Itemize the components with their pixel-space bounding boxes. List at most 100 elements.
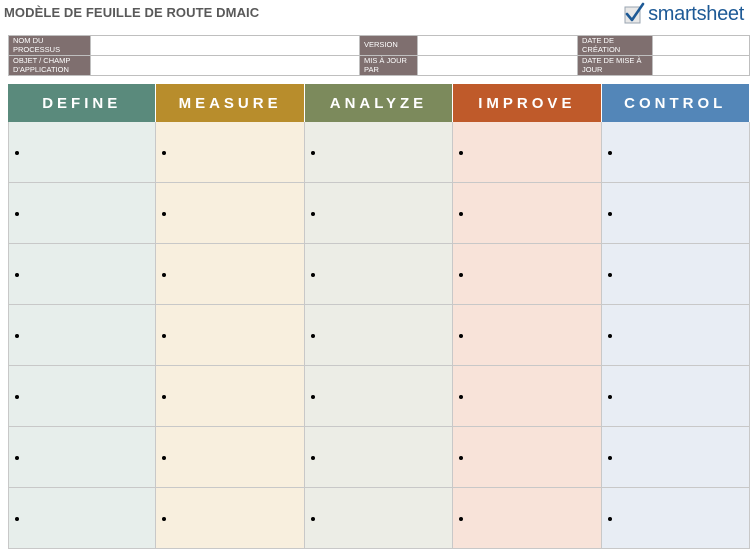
process-name-field[interactable] — [90, 35, 360, 56]
bullet-cell[interactable] — [304, 305, 454, 366]
bullet-cell[interactable] — [8, 305, 157, 366]
bullet-point-icon — [607, 212, 612, 216]
bullet-cell[interactable] — [601, 427, 750, 488]
bullet-point-icon — [459, 212, 464, 216]
bullet-cell[interactable] — [304, 183, 454, 244]
phase-column-improve: IMPROVE — [453, 84, 602, 549]
bullet-point-icon — [607, 456, 612, 460]
bullet-point-icon — [459, 456, 464, 460]
phase-column-measure: MEASURE — [156, 84, 305, 549]
bullet-point-icon — [162, 334, 167, 338]
bullet-cell[interactable] — [8, 366, 157, 427]
bullet-point-icon — [15, 395, 19, 399]
version-label: VERSION — [359, 35, 418, 56]
bullet-point-icon — [607, 517, 612, 521]
dmaic-grid: DEFINE MEASURE ANALYZE IMPROVE CONTROL — [8, 84, 750, 549]
bullet-point-icon — [607, 395, 612, 399]
bullet-point-icon — [607, 151, 612, 155]
bullet-point-icon — [459, 334, 464, 338]
bullet-cell[interactable] — [156, 305, 305, 366]
bullet-cell[interactable] — [8, 183, 157, 244]
scope-label: OBJET / CHAMP D'APPLICATION — [8, 55, 91, 76]
bullet-cell[interactable] — [156, 244, 305, 305]
bullet-point-icon — [310, 395, 315, 399]
bullet-point-icon — [310, 456, 315, 460]
phase-header: ANALYZE — [304, 84, 454, 122]
bullet-point-icon — [310, 151, 315, 155]
bullet-cell[interactable] — [601, 488, 750, 549]
bullet-cell[interactable] — [453, 244, 602, 305]
bullet-point-icon — [459, 517, 464, 521]
phase-column-control: CONTROL — [601, 84, 750, 549]
bullet-cell[interactable] — [601, 244, 750, 305]
bullet-cell[interactable] — [156, 122, 305, 183]
phase-header: DEFINE — [8, 84, 157, 122]
bullet-cell[interactable] — [304, 488, 454, 549]
metadata-table: NOM DU PROCESSUS VERSION DATE DE CRÉATIO… — [8, 35, 750, 76]
bullet-cell[interactable] — [453, 366, 602, 427]
smartsheet-logo: smartsheet — [622, 1, 744, 27]
bullet-point-icon — [15, 456, 19, 460]
bullet-cell[interactable] — [601, 366, 750, 427]
bullet-point-icon — [459, 273, 464, 277]
bullet-point-icon — [162, 212, 167, 216]
bullet-point-icon — [15, 212, 19, 216]
bullet-cell[interactable] — [453, 183, 602, 244]
bullet-point-icon — [459, 395, 464, 399]
bullet-cell[interactable] — [601, 305, 750, 366]
bullet-cell[interactable] — [304, 122, 454, 183]
phase-column-define: DEFINE — [8, 84, 157, 549]
page-title: MODÈLE DE FEUILLE DE ROUTE DMAIC — [4, 5, 260, 20]
update-date-label: DATE DE MISE À JOUR — [577, 55, 653, 76]
bullet-cell[interactable] — [156, 488, 305, 549]
phase-header: CONTROL — [601, 84, 750, 122]
bullet-cell[interactable] — [453, 305, 602, 366]
brand-name: smartsheet — [648, 2, 744, 25]
bullet-cell[interactable] — [8, 427, 157, 488]
bullet-cell[interactable] — [156, 366, 305, 427]
bullet-point-icon — [310, 273, 315, 277]
bullet-point-icon — [310, 334, 315, 338]
bullet-cell[interactable] — [304, 244, 454, 305]
bullet-cell[interactable] — [601, 122, 750, 183]
scope-field[interactable] — [90, 55, 360, 76]
phase-column-analyze: ANALYZE — [304, 84, 454, 549]
metadata-row: OBJET / CHAMP D'APPLICATION MIS À JOUR P… — [8, 55, 750, 76]
process-name-label: NOM DU PROCESSUS — [8, 35, 91, 56]
bullet-point-icon — [15, 273, 19, 277]
bullet-cell[interactable] — [304, 366, 454, 427]
bullet-point-icon — [15, 151, 19, 155]
bullet-point-icon — [310, 517, 315, 521]
bullet-cell[interactable] — [156, 183, 305, 244]
bullet-point-icon — [607, 334, 612, 338]
bullet-cell[interactable] — [156, 427, 305, 488]
metadata-row: NOM DU PROCESSUS VERSION DATE DE CRÉATIO… — [8, 35, 750, 56]
bullet-cell[interactable] — [8, 488, 157, 549]
bullet-point-icon — [162, 517, 167, 521]
bullet-cell[interactable] — [453, 122, 602, 183]
bullet-point-icon — [310, 212, 315, 216]
bullet-point-icon — [607, 273, 612, 277]
bullet-point-icon — [15, 517, 19, 521]
bullet-point-icon — [162, 395, 167, 399]
bullet-cell[interactable] — [453, 488, 602, 549]
bullet-point-icon — [162, 151, 167, 155]
phase-header: IMPROVE — [453, 84, 602, 122]
bullet-cell[interactable] — [453, 427, 602, 488]
phase-header: MEASURE — [156, 84, 305, 122]
bullet-cell[interactable] — [601, 183, 750, 244]
bullet-point-icon — [162, 273, 167, 277]
creation-date-field[interactable] — [652, 35, 750, 56]
checkmark-logo-icon — [624, 2, 645, 24]
bullet-point-icon — [459, 151, 464, 155]
update-date-field[interactable] — [652, 55, 750, 76]
version-field[interactable] — [417, 35, 578, 56]
bullet-cell[interactable] — [8, 122, 157, 183]
creation-date-label: DATE DE CRÉATION — [577, 35, 653, 56]
updated-by-field[interactable] — [417, 55, 578, 76]
bullet-point-icon — [162, 456, 167, 460]
bullet-cell[interactable] — [304, 427, 454, 488]
bullet-cell[interactable] — [8, 244, 157, 305]
updated-by-label: MIS À JOUR PAR — [359, 55, 418, 76]
bullet-point-icon — [15, 334, 19, 338]
